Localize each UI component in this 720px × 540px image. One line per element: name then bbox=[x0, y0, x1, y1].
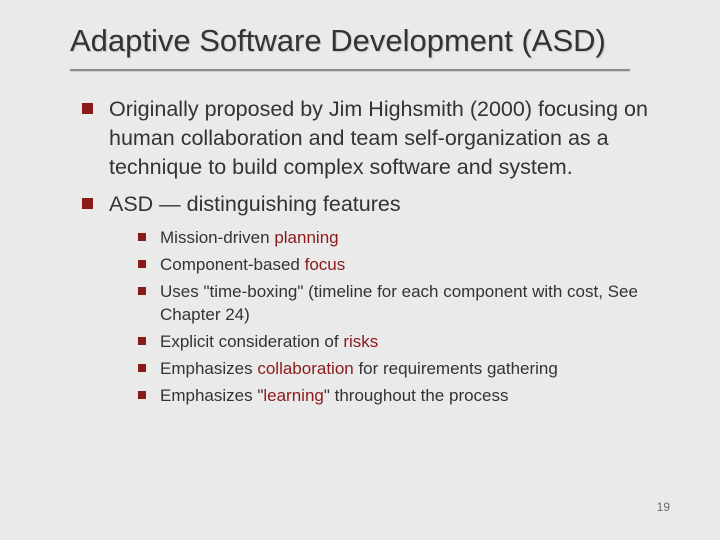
sub-bullet-text: Emphasizes collaboration for requirement… bbox=[160, 358, 558, 380]
title-underline bbox=[70, 69, 630, 71]
square-bullet-icon bbox=[138, 233, 146, 241]
sub-bullet-text: Explicit consideration of risks bbox=[160, 331, 378, 353]
bullet-level2: Emphasizes "learning" throughout the pro… bbox=[138, 385, 660, 407]
bullet-level1: ASD — distinguishing features bbox=[82, 190, 660, 219]
square-bullet-icon bbox=[138, 364, 146, 372]
slide: Adaptive Software Development (ASD) Orig… bbox=[0, 0, 720, 540]
sub-bullets: Mission-driven planning Component-based … bbox=[82, 227, 660, 407]
sub-bullet-text: Uses "time-boxing" (timeline for each co… bbox=[160, 281, 660, 325]
bullet-text: Originally proposed by Jim Highsmith (20… bbox=[109, 95, 660, 182]
square-bullet-icon bbox=[138, 391, 146, 399]
bullet-level2: Emphasizes collaboration for requirement… bbox=[138, 358, 660, 380]
title-block: Adaptive Software Development (ASD) bbox=[70, 22, 660, 71]
bullet-level2: Uses "time-boxing" (timeline for each co… bbox=[138, 281, 660, 325]
square-bullet-icon bbox=[138, 337, 146, 345]
bullet-level2: Component-based focus bbox=[138, 254, 660, 276]
slide-title: Adaptive Software Development (ASD) bbox=[70, 22, 660, 59]
square-bullet-icon bbox=[82, 103, 93, 114]
square-bullet-icon bbox=[138, 287, 146, 295]
sub-bullet-text: Component-based focus bbox=[160, 254, 345, 276]
sub-bullet-text: Emphasizes "learning" throughout the pro… bbox=[160, 385, 509, 407]
bullet-level1: Originally proposed by Jim Highsmith (20… bbox=[82, 95, 660, 182]
bullet-text: ASD — distinguishing features bbox=[109, 190, 401, 219]
square-bullet-icon bbox=[138, 260, 146, 268]
content-area: Originally proposed by Jim Highsmith (20… bbox=[70, 95, 660, 407]
square-bullet-icon bbox=[82, 198, 93, 209]
bullet-level2: Mission-driven planning bbox=[138, 227, 660, 249]
bullet-level2: Explicit consideration of risks bbox=[138, 331, 660, 353]
sub-bullet-text: Mission-driven planning bbox=[160, 227, 339, 249]
page-number: 19 bbox=[657, 500, 670, 514]
